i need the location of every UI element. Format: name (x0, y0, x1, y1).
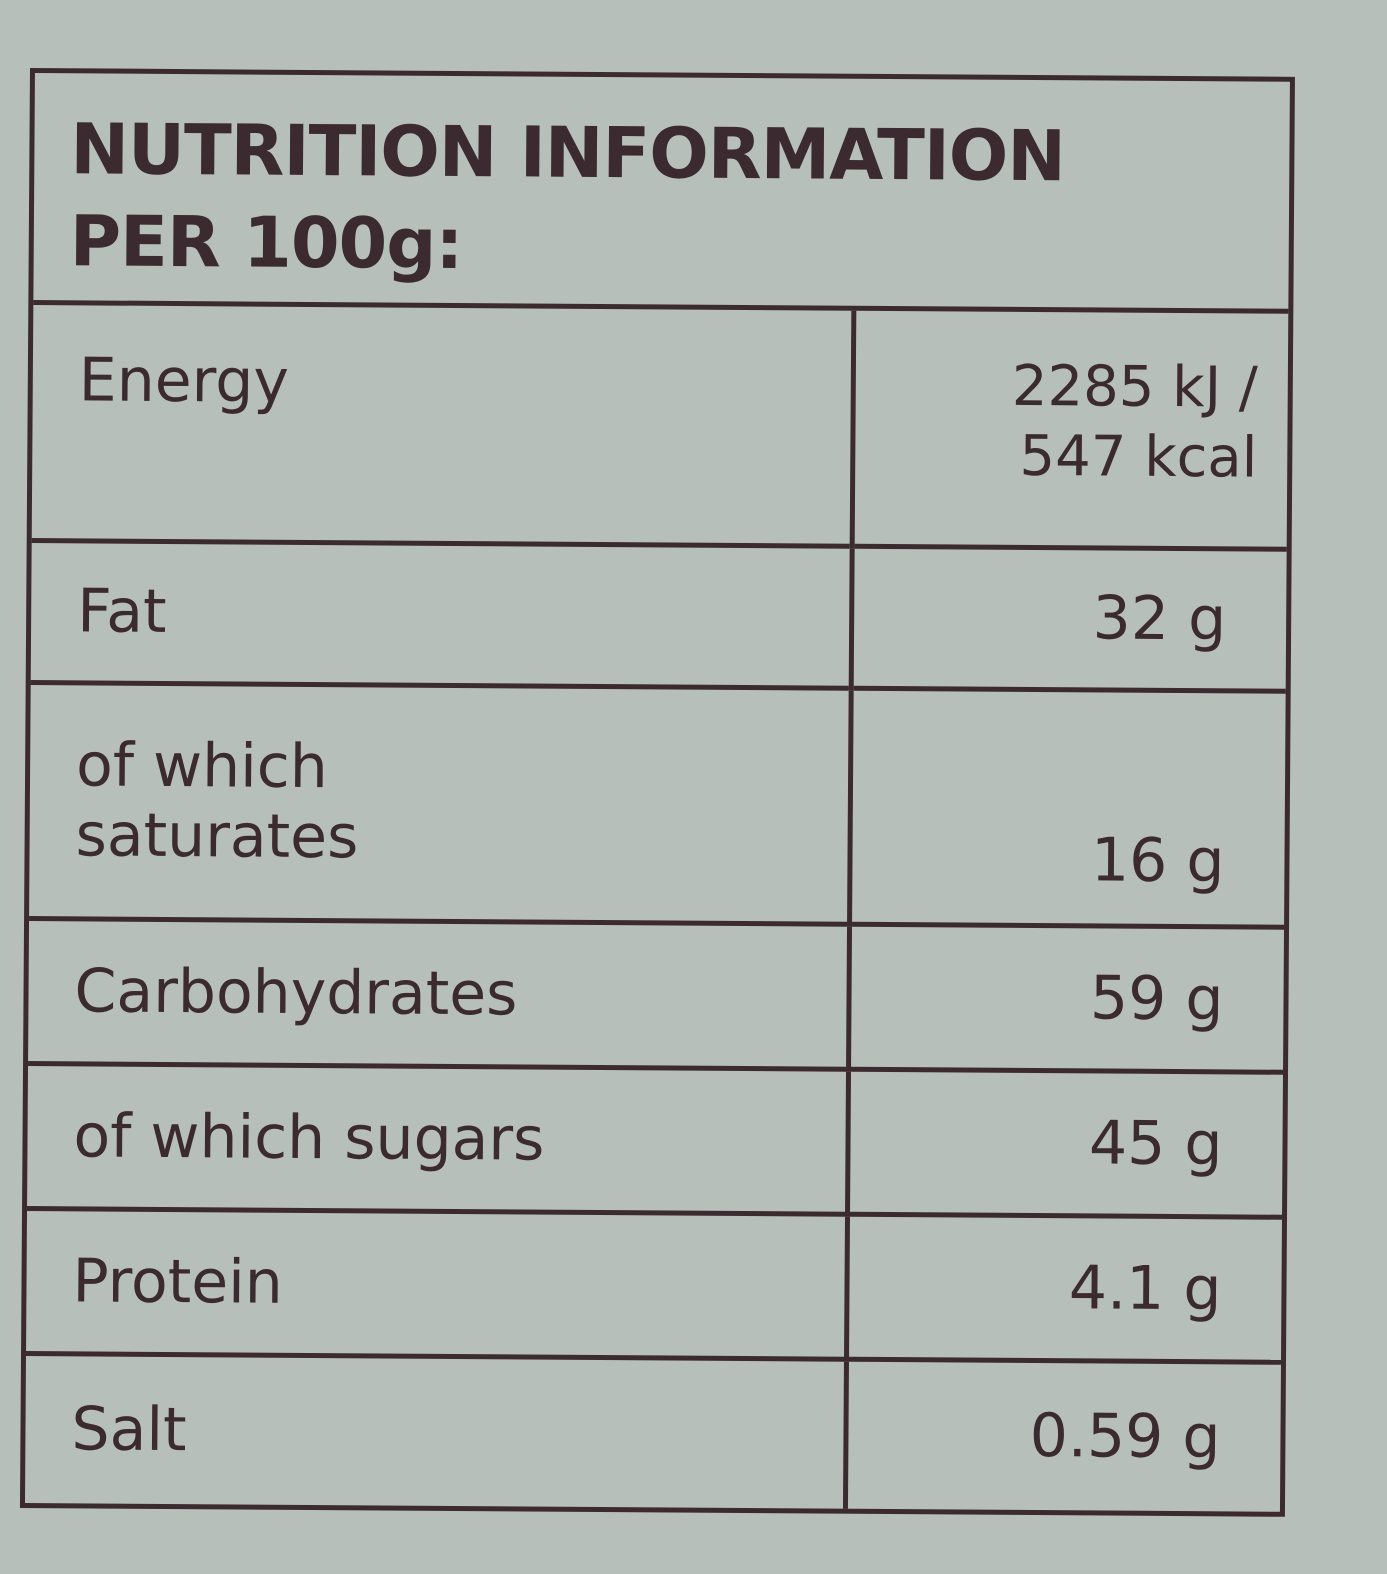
cell-text: Carbohydrates (74, 955, 518, 1029)
nutrient-value: 16 g (849, 687, 1286, 927)
cell-text: 32 g (1092, 583, 1227, 655)
nutrition-table: Energy 2285 kJ / 547 kcal Fat 32 g of which … (24, 305, 1289, 1512)
table-row: Fat 32 g (30, 540, 1287, 691)
nutrient-value: 59 g (848, 923, 1285, 1072)
nutrient-name: Carbohydrates (28, 918, 850, 1069)
cell-text: of which saturates (75, 730, 359, 873)
nutrient-value: 45 g (847, 1068, 1284, 1217)
table-row: Energy 2285 kJ / 547 kcal (31, 305, 1289, 549)
table-row: Salt 0.59 g (24, 1353, 1281, 1512)
nutrient-value: 32 g (850, 545, 1287, 691)
nutrient-name: of which sugars (27, 1063, 849, 1214)
table-row: Protein 4.1 g (26, 1208, 1283, 1362)
table-row: of which sugars 45 g (27, 1063, 1284, 1217)
cell-text: 45 g (1088, 1107, 1223, 1179)
cell-text: 2285 kJ / 547 kcal (1011, 353, 1259, 491)
nutrient-value: 4.1 g (846, 1213, 1283, 1362)
nutrient-name: Salt (24, 1353, 847, 1509)
cell-text: 16 g (1090, 824, 1225, 896)
nutrition-label: NUTRITION INFORMATION PER 100g: Energy 22… (19, 68, 1295, 1517)
nutrient-name: Fat (30, 540, 852, 688)
title: NUTRITION INFORMATION PER 100g: (33, 73, 1290, 314)
cell-text: 59 g (1089, 962, 1224, 1034)
nutrient-name: of which saturates (29, 682, 851, 924)
cell-text: Salt (71, 1394, 187, 1466)
nutrient-name: Protein (26, 1208, 848, 1359)
cell-text: 4.1 g (1068, 1252, 1222, 1324)
cell-text: of which sugars (73, 1100, 545, 1175)
nutrient-value: 2285 kJ / 547 kcal (852, 311, 1289, 549)
cell-text: Protein (72, 1245, 284, 1318)
nutrient-value: 0.59 g (844, 1358, 1281, 1512)
table-row: Carbohydrates 59 g (28, 918, 1285, 1072)
cell-text: Fat (76, 576, 167, 647)
cell-text: 0.59 g (1029, 1401, 1221, 1473)
cell-text: Energy (78, 345, 290, 417)
nutrient-name: Energy (31, 305, 854, 546)
table-row: of which saturates 16 g (29, 682, 1286, 927)
